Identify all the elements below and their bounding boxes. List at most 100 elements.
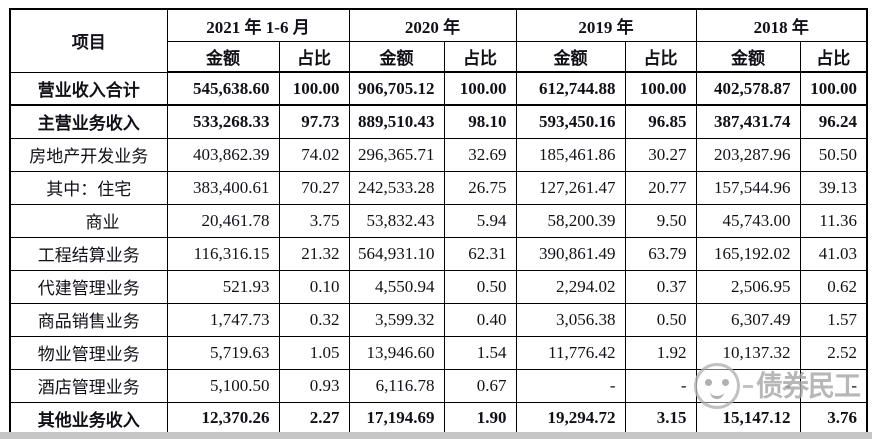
row-label: 营业收入合计 [9, 71, 168, 106]
year-header-2018: 2018 年 [695, 8, 868, 42]
table-row: 营业收入合计 545,638.60 100.00 906,705.12 100.… [9, 71, 868, 106]
revenue-breakdown-table: 项目 2021 年 1-6 月 2020 年 2019 年 2018 年 金额 … [9, 8, 869, 436]
amount-cell: 906,705.12 [348, 71, 445, 106]
ratio-cell: 2.52 [799, 335, 868, 370]
ratio-cell: 39.13 [799, 170, 868, 205]
ratio-cell: 9.50 [624, 203, 697, 238]
table-row: 商业 20,461.78 3.75 53,832.43 5.94 58,200.… [9, 203, 868, 238]
ratio-cell: 96.85 [624, 104, 697, 139]
ratio-cell: 74.02 [278, 137, 350, 172]
ratio-cell: 100.00 [278, 71, 350, 106]
table-row: 商品销售业务 1,747.73 0.32 3,599.32 0.40 3,056… [9, 302, 868, 337]
amount-cell: 45,743.00 [695, 203, 801, 238]
row-label: 工程结算业务 [9, 236, 168, 271]
amount-cell: 2,294.02 [515, 269, 626, 304]
row-label: 其他业务收入 [9, 401, 168, 436]
amount-cell: 593,450.16 [515, 104, 626, 139]
ratio-cell: 1.90 [443, 401, 517, 436]
ratio-cell: 100.00 [443, 71, 517, 106]
ratio-header: 占比 [799, 40, 868, 73]
ratio-cell: 1.92 [624, 335, 697, 370]
amount-cell: 10,137.32 [695, 335, 801, 370]
ratio-cell: 0.10 [278, 269, 350, 304]
amount-cell: 5,719.63 [166, 335, 280, 370]
ratio-cell: 0.50 [443, 269, 517, 304]
row-label: 物业管理业务 [9, 335, 168, 370]
ratio-cell: 0.50 [624, 302, 697, 337]
amount-cell: - [695, 368, 801, 403]
amount-header: 金额 [695, 40, 801, 73]
ratio-cell: 1.05 [278, 335, 350, 370]
row-label: 酒店管理业务 [9, 368, 168, 403]
table-row: 物业管理业务 5,719.63 1.05 13,946.60 1.54 11,7… [9, 335, 868, 370]
ratio-cell: 32.69 [443, 137, 517, 172]
amount-cell: 612,744.88 [515, 71, 626, 106]
ratio-cell: 62.31 [443, 236, 517, 271]
amount-cell: 6,116.78 [348, 368, 445, 403]
amount-header: 金额 [348, 40, 445, 73]
amount-cell: 5,100.50 [166, 368, 280, 403]
ratio-cell: 0.40 [443, 302, 517, 337]
amount-cell: 6,307.49 [695, 302, 801, 337]
amount-cell: 165,192.02 [695, 236, 801, 271]
table-header: 项目 2021 年 1-6 月 2020 年 2019 年 2018 年 金额 … [9, 8, 868, 73]
amount-cell: 889,510.43 [348, 104, 445, 139]
amount-cell: 564,931.10 [348, 236, 445, 271]
amount-cell: 383,400.61 [166, 170, 280, 205]
ratio-header: 占比 [624, 40, 697, 73]
amount-cell: 15,147.12 [695, 401, 801, 436]
amount-cell: 2,506.95 [695, 269, 801, 304]
ratio-cell: 30.27 [624, 137, 697, 172]
ratio-cell: 0.37 [624, 269, 697, 304]
ratio-cell: 26.75 [443, 170, 517, 205]
amount-cell: 13,946.60 [348, 335, 445, 370]
row-label: 代建管理业务 [9, 269, 168, 304]
amount-cell: 19,294.72 [515, 401, 626, 436]
amount-cell: 403,862.39 [166, 137, 280, 172]
table-row: 主营业务收入 533,268.33 97.73 889,510.43 98.10… [9, 104, 868, 139]
ratio-header: 占比 [443, 40, 517, 73]
ratio-cell: 21.32 [278, 236, 350, 271]
amount-cell: 17,194.69 [348, 401, 445, 436]
ratio-cell: - [624, 368, 697, 403]
amount-cell: 58,200.39 [515, 203, 626, 238]
ratio-cell: 96.24 [799, 104, 868, 139]
amount-cell: 390,861.49 [515, 236, 626, 271]
ratio-cell: 20.77 [624, 170, 697, 205]
amount-cell: 185,461.86 [515, 137, 626, 172]
row-label: 商业 [9, 203, 168, 238]
ratio-cell: 50.50 [799, 137, 868, 172]
ratio-cell: 5.94 [443, 203, 517, 238]
table-row: 其他业务收入 12,370.26 2.27 17,194.69 1.90 19,… [9, 401, 868, 436]
ratio-cell: 2.27 [278, 401, 350, 436]
ratio-cell: - [799, 368, 868, 403]
amount-cell: 3,056.38 [515, 302, 626, 337]
table-row: 工程结算业务 116,316.15 21.32 564,931.10 62.31… [9, 236, 868, 271]
row-label: 商品销售业务 [9, 302, 168, 337]
amount-cell: 116,316.15 [166, 236, 280, 271]
table-body: 营业收入合计 545,638.60 100.00 906,705.12 100.… [9, 71, 868, 436]
amount-header: 金额 [166, 40, 280, 73]
ratio-header: 占比 [278, 40, 350, 73]
ratio-cell: 98.10 [443, 104, 517, 139]
ratio-cell: 11.36 [799, 203, 868, 238]
ratio-cell: 3.75 [278, 203, 350, 238]
ratio-cell: 0.67 [443, 368, 517, 403]
table-row: 酒店管理业务 5,100.50 0.93 6,116.78 0.67 - - -… [9, 368, 868, 403]
row-label: 其中：住宅 [9, 170, 168, 205]
bottom-gray-strip [0, 432, 872, 439]
ratio-cell: 41.03 [799, 236, 868, 271]
amount-cell: 53,832.43 [348, 203, 445, 238]
year-header-2020: 2020 年 [348, 8, 517, 42]
ratio-cell: 0.93 [278, 368, 350, 403]
table-row: 其中：住宅 383,400.61 70.27 242,533.28 26.75 … [9, 170, 868, 205]
ratio-cell: 1.57 [799, 302, 868, 337]
amount-cell: - [515, 368, 626, 403]
amount-cell: 4,550.94 [348, 269, 445, 304]
row-label: 房地产开发业务 [9, 137, 168, 172]
amount-cell: 545,638.60 [166, 71, 280, 106]
amount-cell: 20,461.78 [166, 203, 280, 238]
amount-cell: 521.93 [166, 269, 280, 304]
ratio-cell: 3.15 [624, 401, 697, 436]
amount-cell: 387,431.74 [695, 104, 801, 139]
